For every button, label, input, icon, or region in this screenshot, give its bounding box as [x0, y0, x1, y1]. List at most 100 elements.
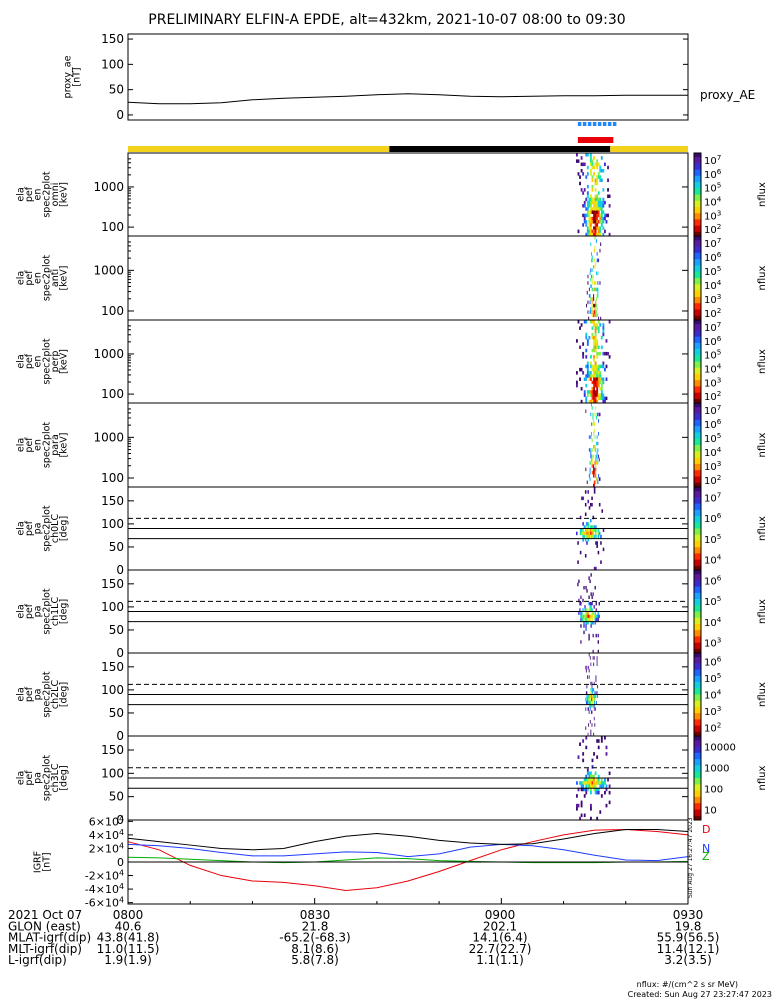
colorbar-tick-label: 107 [704, 153, 721, 167]
colorbar-segment [694, 748, 701, 752]
colorbar-segment [694, 534, 701, 538]
spectrogram-cell [586, 200, 589, 205]
colorbar-segment [694, 761, 701, 764]
spectrogram-cell [597, 232, 600, 237]
spectrogram-cell [597, 448, 599, 452]
spectrogram-cell [602, 528, 605, 532]
spectrogram-cell [598, 502, 601, 507]
spectrogram-cell [590, 774, 592, 779]
colorbar-segment [694, 520, 701, 523]
spectrogram-cell [593, 358, 595, 362]
colorbar-segment [694, 286, 701, 289]
colorbar-segment [694, 476, 701, 479]
proxy-ae-line [127, 93, 688, 105]
spectrogram-cell [582, 617, 584, 622]
spectrogram-cell [583, 813, 586, 818]
colorbar-tick-label: 102 [704, 473, 721, 487]
spectrogram-cell [597, 640, 599, 644]
colorbar-segment [694, 177, 701, 181]
spectrogram-cell [593, 220, 595, 224]
spectrogram-cell [581, 531, 583, 536]
colorbar-segment [694, 322, 701, 325]
spectrogram-cell [577, 320, 580, 324]
spectrogram-cell [594, 611, 596, 615]
spectrogram-cell [586, 213, 589, 218]
spectrogram-cell [600, 178, 603, 183]
spectrogram-cell [594, 220, 597, 224]
spectrogram-cell [586, 184, 589, 189]
spectrogram-cell [599, 229, 602, 234]
colorbar-segment [694, 536, 701, 540]
spectrogram-cell [594, 307, 596, 311]
colorbar-segment [694, 603, 701, 606]
colorbar-segment [694, 299, 701, 302]
y-tick-label: 50 [109, 706, 124, 720]
spectrogram-cell [608, 204, 611, 208]
colorbar-segment [694, 780, 701, 783]
ephem-value: 0930 [673, 908, 704, 922]
colorbar-segment [694, 782, 701, 785]
colorbar-tick-label: 106 [704, 334, 722, 348]
spectrogram-cell [595, 415, 597, 420]
spectrogram-cell [590, 807, 592, 811]
spectrogram-cell [597, 412, 599, 417]
colorbar-segment [694, 648, 701, 652]
spectrogram-cell [597, 351, 600, 356]
spectrogram-cell [592, 525, 595, 529]
spectrogram-cell [600, 213, 603, 218]
spectrogram-cell [582, 223, 585, 227]
spectrogram-cell [595, 614, 597, 619]
colorbar-segment [694, 661, 701, 664]
colorbar-segment [694, 540, 701, 544]
ephem-value: 1.1(1.1) [476, 953, 524, 967]
colorbar-segment [694, 353, 701, 356]
spectrogram-cell [590, 232, 592, 237]
spectrogram-cell [589, 605, 591, 609]
spectrogram-cell [593, 232, 595, 237]
spectrogram-cell [595, 271, 597, 276]
spectrogram-cell [587, 274, 589, 279]
spectrogram-cell [591, 390, 594, 394]
spectrogram-cell [588, 710, 590, 714]
spectrogram-cell [593, 396, 595, 401]
colorbar-tick-label: 105 [704, 431, 721, 445]
spectrogram-cell [592, 688, 594, 692]
spectrogram-cell [586, 172, 589, 176]
spectrogram-cell [599, 377, 602, 381]
colorbar-segment [694, 530, 701, 534]
spectrogram-cell [593, 303, 595, 308]
spectrogram-cell [587, 694, 589, 698]
spectrogram-cell [585, 175, 588, 179]
spectrogram-cell [579, 367, 581, 372]
spectrogram-cell [583, 390, 586, 394]
spectrogram-cell [588, 531, 591, 536]
spectrogram-cell [582, 355, 585, 359]
spectrogram-cell [593, 700, 595, 705]
spectrogram-cell [585, 621, 587, 625]
colorbar-segment [694, 336, 701, 340]
spectrogram-cell [591, 406, 593, 410]
spectrogram-cell [586, 589, 588, 593]
spectrogram-cell [595, 464, 597, 468]
spectrogram-cell [593, 694, 595, 698]
spectrogram-cell [588, 784, 591, 788]
spectrogram-cell [594, 474, 596, 478]
collection-bar [577, 137, 614, 143]
orbit-night-bar [389, 146, 611, 152]
colorbar-tick-label: 106 [704, 511, 722, 525]
spectrogram-cell [596, 659, 598, 663]
y-tick-label: 100 [101, 600, 124, 614]
spectrogram-cell [588, 617, 590, 622]
colorbar-segment [694, 528, 701, 531]
spectrogram-cell [587, 528, 590, 532]
spectrogram-cell [596, 435, 598, 439]
spectrogram-cell [602, 210, 605, 214]
spectrogram-cell [590, 204, 592, 208]
colorbar-segment [694, 442, 701, 446]
colorbar-segment [694, 159, 701, 162]
colorbar-segment [694, 513, 701, 517]
spectrogram-cell [587, 700, 588, 705]
spectrogram-cell [597, 345, 600, 350]
ephem-value: 0900 [485, 908, 516, 922]
spectrogram-cell [586, 700, 588, 705]
